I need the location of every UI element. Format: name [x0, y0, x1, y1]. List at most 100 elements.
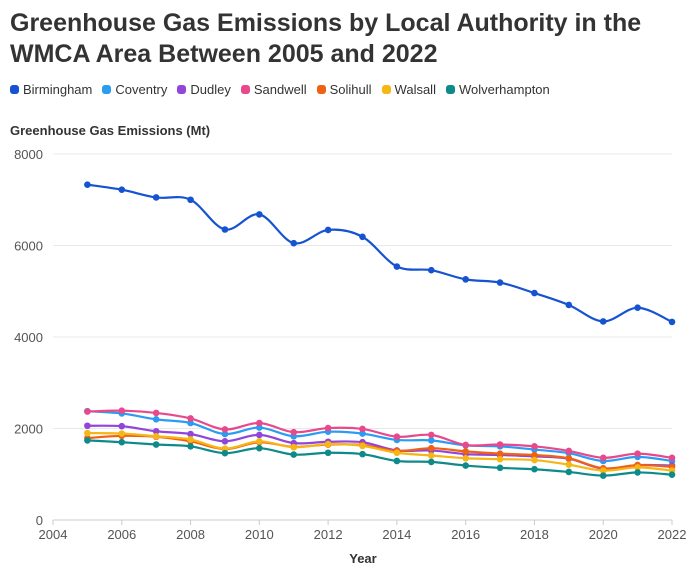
data-point-birmingham-2013[interactable]	[359, 233, 366, 241]
data-point-dudley-2008[interactable]	[187, 430, 194, 438]
data-point-sandwell-2014[interactable]	[393, 433, 401, 441]
x-axis-ticks: 2004 2006 2008 2010 2012 2014 2016 2018 2020 2022	[39, 520, 686, 542]
data-point-walsall-2014[interactable]	[393, 449, 401, 457]
data-point-birmingham-2008[interactable]	[187, 196, 194, 204]
data-point-walsall-2020[interactable]	[599, 467, 607, 474]
data-point-sandwell-2013[interactable]	[359, 425, 366, 433]
data-point-walsall-2011[interactable]	[290, 443, 298, 451]
data-point-wolverhampton-2016[interactable]	[462, 462, 469, 469]
data-point-sandwell-2009[interactable]	[221, 426, 229, 433]
legend-item-birmingham[interactable]: Birmingham	[10, 82, 92, 97]
data-point-walsall-2009[interactable]	[221, 445, 229, 452]
data-point-sandwell-2020[interactable]	[599, 454, 607, 462]
data-point-wolverhampton-2019[interactable]	[565, 468, 573, 476]
data-point-sandwell-2005[interactable]	[84, 408, 91, 415]
data-point-wolverhampton-2014[interactable]	[393, 457, 401, 465]
data-point-solihull-2017[interactable]	[496, 450, 504, 457]
data-point-coventry-2013[interactable]	[359, 430, 366, 437]
data-point-birmingham-2014[interactable]	[393, 263, 401, 270]
data-point-walsall-2006[interactable]	[118, 430, 126, 437]
data-point-sandwell-2010[interactable]	[256, 419, 263, 427]
data-point-walsall-2012[interactable]	[324, 440, 332, 448]
data-point-sandwell-2017[interactable]	[496, 441, 504, 448]
data-point-walsall-2019[interactable]	[565, 461, 573, 468]
data-point-birmingham-2012[interactable]	[324, 226, 332, 234]
data-point-birmingham-2005[interactable]	[84, 181, 91, 188]
data-point-coventry-2007[interactable]	[152, 416, 160, 423]
data-point-walsall-2007[interactable]	[152, 432, 160, 440]
data-point-birmingham-2021[interactable]	[634, 304, 641, 312]
data-point-sandwell-2012[interactable]	[324, 424, 332, 432]
legend-item-coventry[interactable]: Coventry	[102, 82, 167, 97]
y-tick-label: 0	[36, 513, 43, 528]
data-point-dudley-2005[interactable]	[84, 422, 91, 430]
data-point-sandwell-2015[interactable]	[427, 431, 435, 439]
data-point-wolverhampton-2021[interactable]	[634, 469, 641, 476]
data-point-walsall-2013[interactable]	[359, 442, 366, 450]
data-point-wolverhampton-2010[interactable]	[256, 444, 263, 452]
chart-legend: Birmingham Coventry Dudley Sandwell Soli…	[10, 82, 550, 97]
series-line-birmingham	[87, 183, 673, 323]
data-point-walsall-2017[interactable]	[496, 455, 504, 463]
data-point-birmingham-2009[interactable]	[221, 226, 229, 233]
data-point-wolverhampton-2011[interactable]	[290, 451, 298, 458]
data-point-walsall-2021[interactable]	[634, 464, 641, 471]
legend-item-solihull[interactable]: Solihull	[316, 82, 372, 97]
x-tick-label: 2016	[451, 527, 480, 542]
data-point-wolverhampton-2022[interactable]	[668, 471, 676, 479]
data-point-coventry-2015[interactable]	[427, 437, 435, 444]
data-point-sandwell-2018[interactable]	[531, 443, 538, 450]
data-point-solihull-2016[interactable]	[462, 448, 469, 455]
data-point-wolverhampton-2006[interactable]	[118, 438, 126, 446]
data-point-dudley-2010[interactable]	[256, 431, 263, 439]
data-point-sandwell-2016[interactable]	[462, 441, 469, 449]
data-point-walsall-2016[interactable]	[462, 454, 469, 462]
data-point-wolverhampton-2013[interactable]	[359, 450, 366, 458]
data-point-birmingham-2020[interactable]	[599, 318, 607, 325]
data-point-wolverhampton-2009[interactable]	[221, 449, 229, 457]
data-point-birmingham-2018[interactable]	[531, 289, 538, 297]
data-point-birmingham-2011[interactable]	[290, 239, 298, 247]
data-point-solihull-2015[interactable]	[427, 444, 435, 452]
data-point-walsall-2008[interactable]	[187, 436, 194, 443]
data-point-wolverhampton-2008[interactable]	[187, 443, 194, 450]
data-point-wolverhampton-2017[interactable]	[496, 464, 504, 472]
data-point-sandwell-2008[interactable]	[187, 415, 194, 422]
data-point-birmingham-2019[interactable]	[565, 301, 573, 309]
data-point-walsall-2018[interactable]	[531, 456, 538, 464]
data-point-sandwell-2021[interactable]	[634, 450, 641, 457]
data-point-walsall-2015[interactable]	[427, 452, 435, 459]
data-point-coventry-2008[interactable]	[187, 419, 194, 427]
data-point-wolverhampton-2020[interactable]	[599, 472, 607, 479]
legend-item-wolverhampton[interactable]: Wolverhampton	[445, 82, 550, 97]
data-point-walsall-2005[interactable]	[84, 429, 91, 437]
data-point-coventry-2010[interactable]	[256, 424, 263, 431]
data-point-sandwell-2022[interactable]	[668, 454, 676, 462]
data-point-birmingham-2022[interactable]	[668, 318, 676, 326]
data-point-birmingham-2007[interactable]	[152, 194, 160, 201]
data-point-solihull-2019[interactable]	[565, 454, 573, 462]
data-point-birmingham-2006[interactable]	[118, 186, 126, 193]
data-point-wolverhampton-2018[interactable]	[531, 465, 538, 473]
data-point-sandwell-2007[interactable]	[152, 409, 160, 417]
data-point-birmingham-2010[interactable]	[256, 211, 263, 218]
data-point-dudley-2007[interactable]	[152, 427, 160, 435]
data-point-birmingham-2016[interactable]	[462, 276, 469, 283]
data-point-birmingham-2017[interactable]	[496, 279, 504, 286]
legend-item-sandwell[interactable]: Sandwell	[240, 82, 307, 97]
data-point-wolverhampton-2005[interactable]	[84, 437, 91, 444]
data-point-birmingham-2015[interactable]	[427, 266, 435, 274]
data-point-wolverhampton-2012[interactable]	[324, 449, 332, 457]
data-point-solihull-2018[interactable]	[531, 451, 538, 459]
data-point-coventry-2009[interactable]	[221, 430, 229, 438]
data-point-sandwell-2011[interactable]	[290, 428, 298, 436]
data-point-wolverhampton-2015[interactable]	[427, 458, 435, 466]
data-point-sandwell-2019[interactable]	[565, 447, 573, 455]
data-point-wolverhampton-2007[interactable]	[152, 441, 160, 448]
data-point-walsall-2010[interactable]	[256, 438, 263, 445]
legend-item-dudley[interactable]: Dudley	[177, 82, 231, 97]
legend-item-walsall[interactable]: Walsall	[381, 82, 436, 97]
data-point-dudley-2006[interactable]	[118, 422, 126, 430]
data-point-sandwell-2006[interactable]	[118, 407, 126, 414]
data-point-dudley-2009[interactable]	[221, 438, 229, 445]
